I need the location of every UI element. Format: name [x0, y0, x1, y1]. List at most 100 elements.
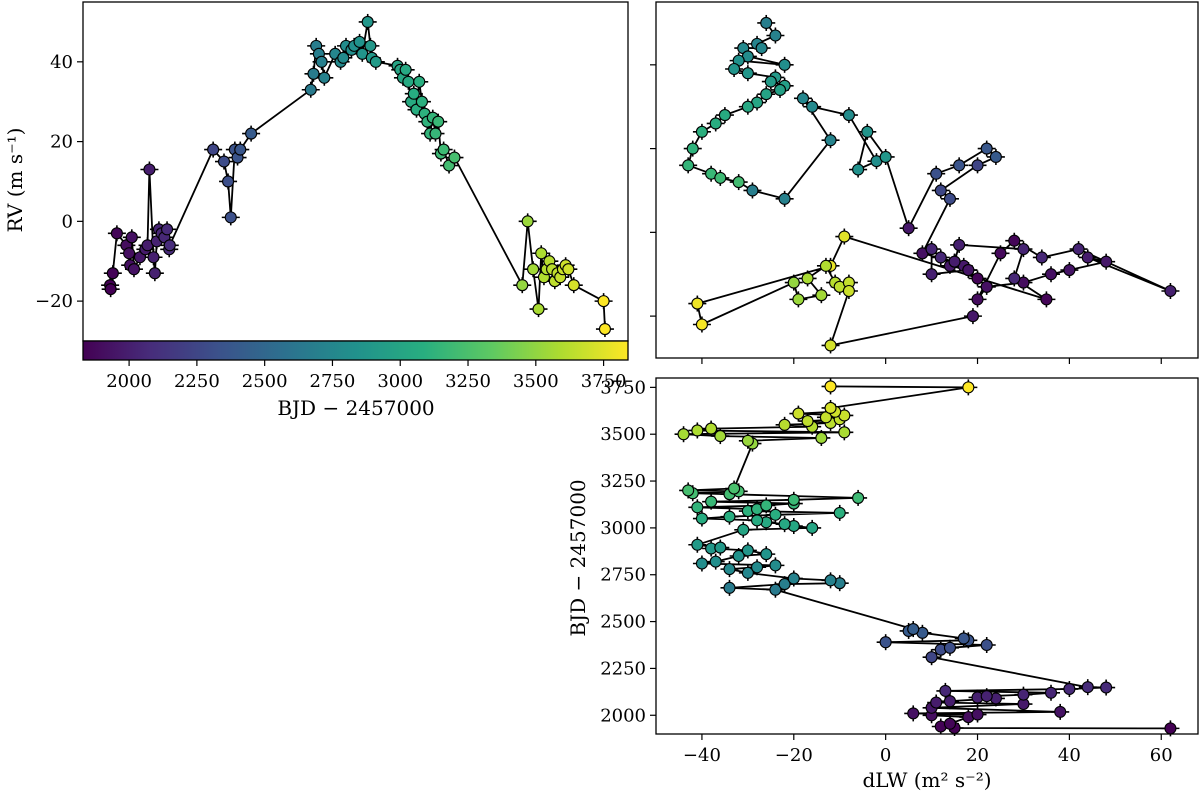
- rv-time-point: [521, 215, 534, 228]
- time-dlw-ticks: −40 −20 0 20 40 60 2000 2250 2500 2750 3000 3250 350…: [600, 377, 1173, 766]
- rv-time-point: [535, 247, 548, 260]
- time-dlw-point: [1164, 722, 1177, 735]
- rv-time-point: [318, 71, 331, 84]
- rv-dlw-point: [824, 134, 837, 147]
- rv-time-ytick-label: −20: [35, 291, 73, 312]
- rv-time-point: [527, 263, 540, 276]
- colorbar-xtick-label: 2000: [106, 371, 152, 392]
- rv-dlw-point: [1044, 268, 1058, 281]
- time-dlw-point: [939, 684, 952, 697]
- time-dlw-point: [695, 557, 708, 570]
- rv-dlw-point: [769, 29, 782, 42]
- rv-dlw-point: [989, 150, 1002, 164]
- rv-dlw-point: [925, 268, 938, 281]
- time-dlw-point: [980, 638, 993, 652]
- time-dlw-ytick-label: 2000: [600, 705, 646, 726]
- time-dlw-point: [723, 510, 736, 523]
- rv-time-point: [245, 127, 258, 140]
- rv-dlw-line: [687, 22, 1172, 347]
- rv-dlw-point: [741, 67, 754, 80]
- time-dlw-point: [682, 484, 695, 497]
- time-dlw-ytick-label: 3000: [600, 518, 646, 539]
- rv-time-point: [234, 143, 247, 156]
- rv-time-point: [361, 15, 374, 28]
- rv-time-line: [109, 20, 606, 330]
- rv-dlw-point: [861, 125, 874, 138]
- time-dlw-point: [705, 495, 718, 508]
- rv-dlw-point: [934, 184, 947, 197]
- rv-dlw-point: [879, 150, 892, 164]
- time-dlw-ytick-label: 2250: [600, 658, 646, 679]
- rv-dlw-point: [966, 310, 979, 323]
- rv-dlw-point: [953, 238, 966, 251]
- rv-time-ylabel: RV (m s⁻¹): [3, 128, 27, 233]
- rv-time-point: [364, 39, 377, 52]
- rv-dlw-point: [838, 230, 851, 243]
- time-dlw-point: [787, 493, 800, 506]
- time-dlw-point: [737, 523, 750, 536]
- time-dlw-point: [741, 544, 754, 557]
- rv-time-data: [101, 13, 614, 338]
- rv-time-point: [337, 51, 350, 64]
- time-dlw-xlabel: dLW (m² s⁻²): [862, 768, 991, 792]
- rv-dlw-point: [755, 42, 768, 55]
- time-dlw-point: [907, 707, 920, 720]
- rv-dlw-point: [732, 176, 745, 189]
- rv-dlw-point: [728, 62, 741, 76]
- time-dlw-point: [778, 518, 791, 531]
- time-dlw-ylabel: BJD − 2457000: [566, 479, 590, 636]
- time-dlw-point: [1017, 688, 1030, 701]
- time-dlw-point: [691, 424, 704, 437]
- colorbar: 2000 2250 2500 2750 3000 3250 3500 3750 BJD − 2…: [82, 340, 629, 420]
- rv-dlw-point: [695, 125, 708, 138]
- time-dlw-xtick-label: 40: [1058, 745, 1081, 766]
- rv-time-point: [429, 127, 442, 140]
- rv-time-point: [407, 87, 420, 100]
- colorbar-xtick-label: 2250: [174, 371, 220, 392]
- rv-time-point: [222, 175, 235, 188]
- rv-time-point: [304, 83, 317, 96]
- rv-time-ytick-label: 40: [50, 52, 73, 73]
- rv-dlw-point: [925, 243, 938, 256]
- time-dlw-point: [760, 499, 773, 512]
- time-dlw-point: [980, 690, 993, 703]
- rv-time-point: [217, 155, 231, 168]
- rv-dlw-axes-frame: [655, 1, 1199, 359]
- time-dlw-point: [957, 632, 970, 645]
- time-dlw-xtick-label: −40: [683, 745, 721, 766]
- rv-dlw-point: [962, 263, 975, 277]
- time-dlw-point: [778, 418, 791, 431]
- rv-dlw-point: [806, 100, 819, 113]
- rv-time-point: [106, 267, 119, 280]
- rv-dlw-ticks: [650, 64, 1162, 364]
- rv-dlw-point: [741, 100, 754, 113]
- time-dlw-point: [815, 431, 828, 445]
- time-dlw-point: [943, 695, 957, 708]
- time-dlw-point: [943, 717, 957, 730]
- rv-time-point: [110, 227, 123, 240]
- rv-time-point: [143, 163, 156, 176]
- rv-dlw-point: [1035, 251, 1048, 264]
- rv-dlw-point: [842, 284, 855, 298]
- rv-time-point: [399, 63, 412, 76]
- rv-dlw-point: [980, 280, 993, 293]
- rv-time-point: [432, 115, 445, 128]
- rv-time-point: [104, 283, 117, 296]
- rv-dlw-point: [1008, 272, 1021, 285]
- rv-time-point: [567, 279, 580, 292]
- time-dlw-point: [714, 430, 727, 443]
- time-dlw-point: [943, 641, 957, 654]
- rv-dlw-point: [1081, 251, 1094, 264]
- rv-dlw-point: [1100, 255, 1113, 268]
- time-dlw-axes-frame: [655, 377, 1199, 735]
- time-dlw-xtick-label: 20: [966, 745, 989, 766]
- time-dlw-ytick-label: 3250: [600, 471, 646, 492]
- time-dlw-ytick-label: 2750: [600, 565, 646, 586]
- rv-time-point: [562, 263, 575, 276]
- time-dlw-line: [682, 385, 1171, 730]
- rv-dlw-point: [815, 289, 828, 302]
- time-dlw-point: [751, 514, 764, 527]
- rv-time-point: [224, 211, 237, 224]
- time-dlw-point: [787, 572, 800, 585]
- time-dlw-point: [778, 578, 791, 591]
